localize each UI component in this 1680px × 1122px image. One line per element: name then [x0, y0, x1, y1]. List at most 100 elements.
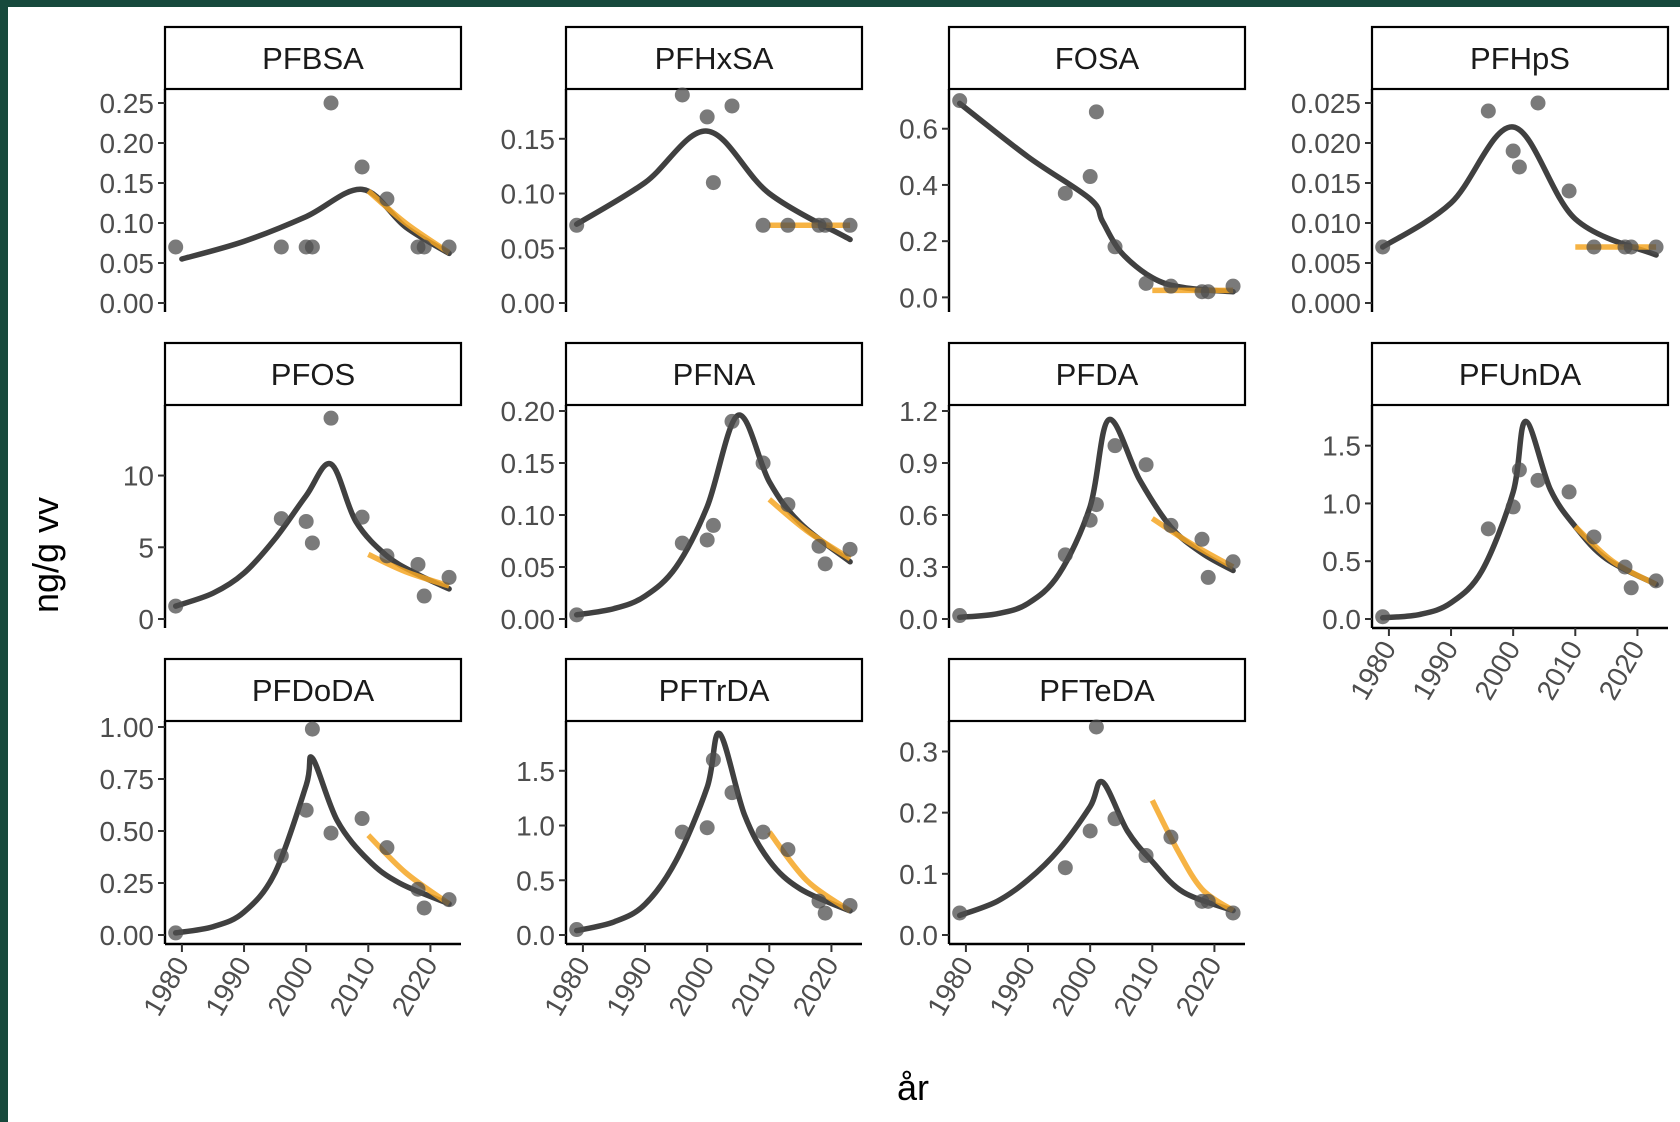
y-tick-label: 0.005 [1291, 248, 1361, 279]
y-tick-label: 0.20 [501, 396, 556, 427]
data-point [705, 752, 721, 768]
x-tick-label: 1980 [137, 952, 195, 1021]
x-tick-label: 1990 [600, 952, 658, 1021]
y-axis-title: ng/g vv [25, 497, 66, 613]
y-tick-label: 0.0 [1322, 604, 1361, 635]
facet-panel-pfda: PFDA 0.0 0.3 0.6 0.9 1.2 [899, 341, 1247, 635]
data-point [298, 513, 314, 529]
y-tick-label: 0.4 [899, 170, 938, 201]
data-point [304, 721, 320, 737]
y-tick-label: 0.1 [899, 859, 938, 890]
facet-strip [163, 25, 463, 91]
data-point [298, 802, 314, 818]
data-point [699, 820, 715, 836]
trend-line [573, 730, 853, 934]
y-tick-label: 0.10 [501, 179, 556, 210]
trend-line [1379, 418, 1659, 621]
data-point [410, 881, 426, 897]
y-tick-label: 0.5 [516, 865, 555, 896]
data-point [952, 608, 968, 624]
data-point [354, 509, 370, 525]
data-point [842, 541, 858, 557]
data-point [1163, 278, 1179, 294]
facet-strip-label: PFUnDA [1459, 357, 1582, 392]
recent-trend-line [1150, 516, 1235, 570]
data-point [569, 607, 585, 623]
data-point [441, 892, 457, 908]
data-point [1138, 457, 1154, 473]
y-tick-label: 5 [138, 532, 154, 563]
trend-line [172, 754, 452, 936]
data-point [410, 556, 426, 572]
x-tick-label: 1980 [921, 952, 979, 1021]
data-point [1057, 185, 1073, 201]
y-tick-label: 0.25 [100, 868, 155, 899]
data-point [1225, 278, 1241, 294]
data-point [1200, 569, 1216, 585]
x-tick-label: 1990 [199, 952, 257, 1021]
data-point [1623, 580, 1639, 596]
trend-line [956, 778, 1236, 919]
x-tick-label: 2000 [261, 952, 319, 1021]
y-tick-label: 0.10 [100, 208, 155, 239]
x-axis-title: år [897, 1067, 929, 1108]
x-tick-label: 2010 [724, 952, 782, 1021]
recent-trend-line [1573, 524, 1658, 587]
y-tick-label: 0.00 [501, 604, 556, 635]
y-tick-label: 0.0 [899, 282, 938, 313]
data-point [952, 905, 968, 921]
trend-line [573, 412, 853, 618]
data-point [780, 217, 796, 233]
data-point [1088, 497, 1104, 513]
y-tick-label: 0.05 [501, 233, 556, 264]
recent-trend-line [366, 188, 451, 255]
y-tick-label: 0.50 [100, 816, 155, 847]
x-tick-label: 2000 [1468, 636, 1526, 705]
data-point [699, 532, 715, 548]
y-tick-label: 0.25 [100, 88, 155, 119]
data-point [416, 900, 432, 916]
facet-strip-label: PFDA [1056, 357, 1139, 392]
data-point [379, 548, 395, 564]
facet-strip [564, 25, 864, 91]
y-tick-label: 0.000 [1291, 288, 1361, 319]
y-tick-label: 0.015 [1291, 168, 1361, 199]
facet-panel-pfunda: PFUnDA 0.0 0.5 1.0 1.5 1980 1990 2000 2010 2020 [1322, 341, 1670, 705]
data-point [724, 413, 740, 429]
data-point [304, 239, 320, 255]
facet-panel-fosa: FOSA 0.0 0.2 0.4 0.6 [899, 25, 1247, 313]
data-point [416, 239, 432, 255]
y-tick-label: 0.00 [100, 920, 155, 951]
facet-strip-label: PFHpS [1470, 41, 1570, 76]
y-tick-label: 0.3 [899, 736, 938, 767]
facet-panel-pfna: PFNA 0.00 0.05 0.10 0.15 0.20 [501, 341, 864, 635]
facet-panel-pfos: PFOS 0 5 10 [123, 341, 463, 635]
facet-strip-label: PFTeDA [1039, 673, 1155, 708]
data-point [699, 109, 715, 125]
data-point [724, 785, 740, 801]
recent-trend-line [1149, 799, 1235, 913]
data-point [1480, 521, 1496, 537]
data-point [1648, 573, 1664, 589]
facet-strip-label: PFBSA [262, 41, 364, 76]
y-tick-label: 1.5 [516, 756, 555, 787]
data-point [354, 811, 370, 827]
y-tick-label: 0.010 [1291, 208, 1361, 239]
data-point [724, 98, 740, 114]
data-point [1194, 531, 1210, 547]
facet-strip-label: PFHxSA [655, 41, 774, 76]
x-tick-label: 2000 [1045, 952, 1103, 1021]
y-tick-label: 0.020 [1291, 128, 1361, 159]
data-point [441, 569, 457, 585]
y-tick-label: 0.15 [501, 448, 556, 479]
data-point [674, 824, 690, 840]
x-tick-label: 2020 [1170, 952, 1228, 1021]
y-tick-label: 0.00 [100, 288, 155, 319]
recent-trend-line [366, 833, 451, 907]
y-tick-label: 0.15 [100, 168, 155, 199]
data-point [817, 905, 833, 921]
trend-line [956, 100, 1236, 295]
data-point [1088, 719, 1104, 735]
facet-panel-pfbsa: PFBSA 0.00 0.05 0.10 0.15 0.20 0.25 [100, 25, 463, 319]
data-point [273, 511, 289, 527]
